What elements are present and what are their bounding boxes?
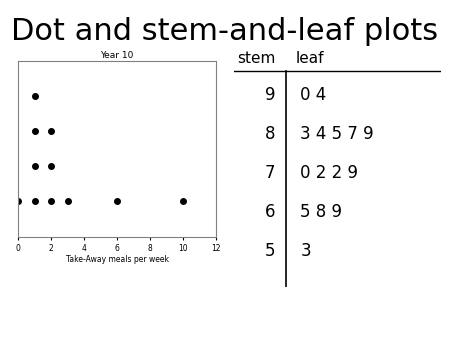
Text: 8: 8 <box>265 125 275 143</box>
Text: 0 4: 0 4 <box>300 86 327 104</box>
Text: 5: 5 <box>265 242 275 260</box>
Text: 6: 6 <box>265 203 275 221</box>
Title: Year 10: Year 10 <box>100 51 134 60</box>
Text: 0 2 2 9: 0 2 2 9 <box>300 164 358 182</box>
Text: 7: 7 <box>265 164 275 182</box>
Text: 5 8 9: 5 8 9 <box>300 203 342 221</box>
Text: stem: stem <box>237 51 275 66</box>
Text: Dot and stem-and-leaf plots: Dot and stem-and-leaf plots <box>11 17 439 46</box>
Text: 9: 9 <box>265 86 275 104</box>
X-axis label: Take-Away meals per week: Take-Away meals per week <box>66 255 168 264</box>
Text: leaf: leaf <box>296 51 324 66</box>
Text: 3: 3 <box>300 242 311 260</box>
Text: 3 4 5 7 9: 3 4 5 7 9 <box>300 125 374 143</box>
